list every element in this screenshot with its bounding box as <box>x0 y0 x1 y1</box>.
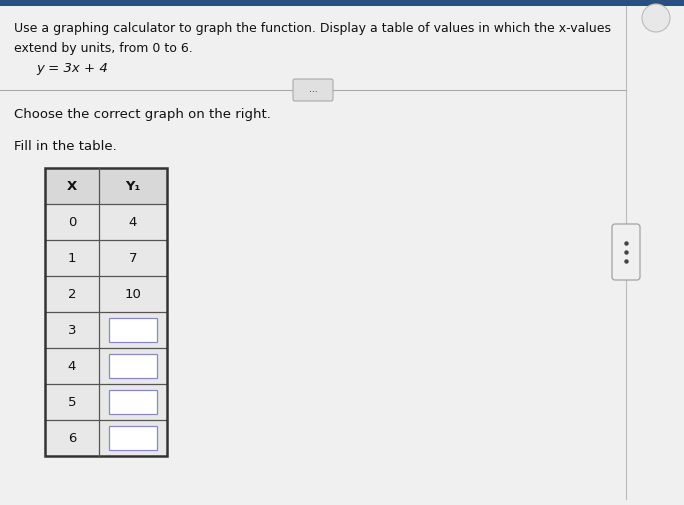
Text: extend by units, from 0 to 6.: extend by units, from 0 to 6. <box>14 42 193 55</box>
Text: 4: 4 <box>68 360 76 373</box>
Text: y = 3x + 4: y = 3x + 4 <box>36 62 108 75</box>
Text: Use a graphing calculator to graph the function. Display a table of values in wh: Use a graphing calculator to graph the f… <box>14 22 611 35</box>
Text: ...: ... <box>308 85 317 94</box>
Text: 5: 5 <box>68 395 76 409</box>
Bar <box>45 168 167 204</box>
Text: X: X <box>67 179 77 192</box>
Bar <box>0 0 684 6</box>
Text: 1: 1 <box>68 251 76 265</box>
Text: Fill in the table.: Fill in the table. <box>14 140 117 153</box>
Bar <box>45 420 167 456</box>
Text: 0: 0 <box>68 216 76 228</box>
Text: 3: 3 <box>68 324 76 336</box>
Text: Y₁: Y₁ <box>125 179 141 192</box>
Bar <box>45 276 167 312</box>
FancyBboxPatch shape <box>109 318 157 342</box>
Text: 4: 4 <box>129 216 137 228</box>
FancyBboxPatch shape <box>293 79 333 101</box>
FancyBboxPatch shape <box>109 390 157 414</box>
Bar <box>45 240 167 276</box>
Bar <box>45 312 167 348</box>
FancyBboxPatch shape <box>109 354 157 378</box>
Bar <box>45 348 167 384</box>
Text: Choose the correct graph on the right.: Choose the correct graph on the right. <box>14 108 271 121</box>
Bar <box>45 384 167 420</box>
Text: 2: 2 <box>68 287 76 300</box>
Text: 6: 6 <box>68 431 76 444</box>
Text: 7: 7 <box>129 251 137 265</box>
FancyBboxPatch shape <box>109 426 157 450</box>
FancyBboxPatch shape <box>612 224 640 280</box>
Text: 10: 10 <box>124 287 142 300</box>
Bar <box>45 168 167 456</box>
Circle shape <box>642 4 670 32</box>
Bar <box>45 204 167 240</box>
